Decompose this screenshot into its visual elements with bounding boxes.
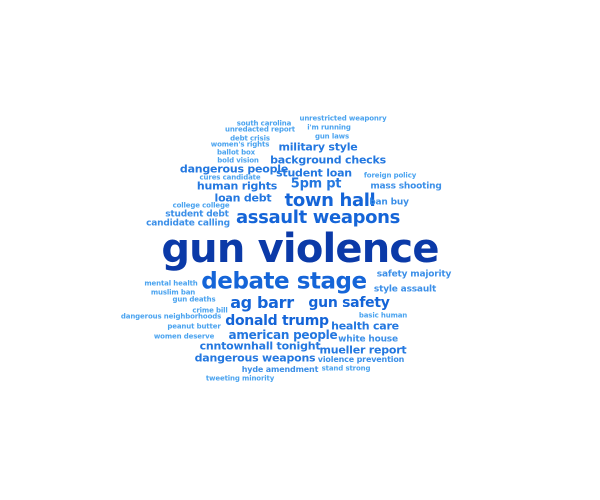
cloud-word-dangerous-people: dangerous people xyxy=(179,162,289,176)
cloud-word-hyde-amendment: hyde amendment xyxy=(241,365,319,374)
cloud-word-background-checks: background checks xyxy=(270,153,386,167)
cloud-word-5pm-pt: 5pm pt xyxy=(290,176,342,192)
cloud-word-college-college: college college xyxy=(172,201,230,210)
cloud-word-debate-stage: debate stage xyxy=(201,268,367,295)
cloud-word-student-loan: student loan xyxy=(276,166,352,180)
cloud-word-safety-majority: safety majority xyxy=(376,269,452,280)
cloud-word-mass-shooting: mass shooting xyxy=(370,181,442,192)
cloud-word-gun-deaths: gun deaths xyxy=(172,295,216,304)
cloud-word-bold-vision: bold vision xyxy=(217,156,259,165)
cloud-word-peanut-butter: peanut butter xyxy=(167,322,221,331)
cloud-word-tweeting-minority: tweeting minority xyxy=(205,374,275,383)
cloud-word-unredacted-report: unredacted report xyxy=(224,125,296,134)
cloud-word-student-debt: student debt xyxy=(165,209,229,220)
cloud-word-assault-weapons: assault weapons xyxy=(236,207,400,228)
cloud-word-ballot-box: ballot box xyxy=(216,148,256,157)
cloud-word-american-people: american people xyxy=(228,328,338,342)
cloud-word-south-carolina: south carolina xyxy=(236,119,292,128)
cloud-word-basic-human: basic human xyxy=(358,311,408,320)
cloud-word-crime-bill: crime bill xyxy=(192,306,228,315)
cloud-word-candidate-calling: candidate calling xyxy=(146,218,230,229)
cloud-word-mueller-report: mueller report xyxy=(319,343,407,357)
cloud-word-mental-health: mental health xyxy=(144,279,198,288)
cloud-word-unrestricted-weaponry: unrestricted weaponry xyxy=(299,114,387,123)
cloud-word-ban-buy: ban buy xyxy=(369,197,409,208)
cloud-word-muslim-ban: muslim ban xyxy=(150,288,196,297)
cloud-word-stand-strong: stand strong xyxy=(321,364,371,373)
cloud-word-white-house: white house xyxy=(338,334,398,345)
cloud-word-gun-safety: gun safety xyxy=(308,295,390,311)
cloud-word-donald-trump: donald trump xyxy=(225,313,329,329)
cloud-word-style-assault: style assault xyxy=(373,284,437,295)
cloud-word-foreign-policy: foreign policy xyxy=(363,171,417,180)
cloud-word-cnntownhall-tonight: cnntownhall tonight xyxy=(199,339,321,353)
cloud-word-i-m-running: i'm running xyxy=(307,123,351,132)
cloud-word-gun-violence: gun violence xyxy=(161,226,439,272)
cloud-word-loan-debt: loan debt xyxy=(214,191,272,205)
cloud-word-debt-crisis: debt crisis xyxy=(230,134,270,143)
cloud-word-ag-barr: ag barr xyxy=(230,293,294,312)
cloud-word-cures-candidate: cures candidate xyxy=(199,173,261,182)
cloud-word-dangerous-weapons: dangerous weapons xyxy=(194,351,316,365)
cloud-word-women-deserve: women deserve xyxy=(153,332,215,341)
cloud-word-gun-laws: gun laws xyxy=(314,132,350,141)
cloud-word-women-s-rights: women's rights xyxy=(210,140,270,149)
cloud-word-dangerous-neighborhoods: dangerous neighborhoods xyxy=(120,312,222,321)
cloud-word-health-care: health care xyxy=(331,319,399,333)
cloud-word-violence-prevention: violence prevention xyxy=(317,355,405,364)
cloud-word-military-style: military style xyxy=(278,140,358,154)
cloud-word-town-hall: town hall xyxy=(284,190,376,211)
cloud-word-human-rights: human rights xyxy=(196,179,278,193)
